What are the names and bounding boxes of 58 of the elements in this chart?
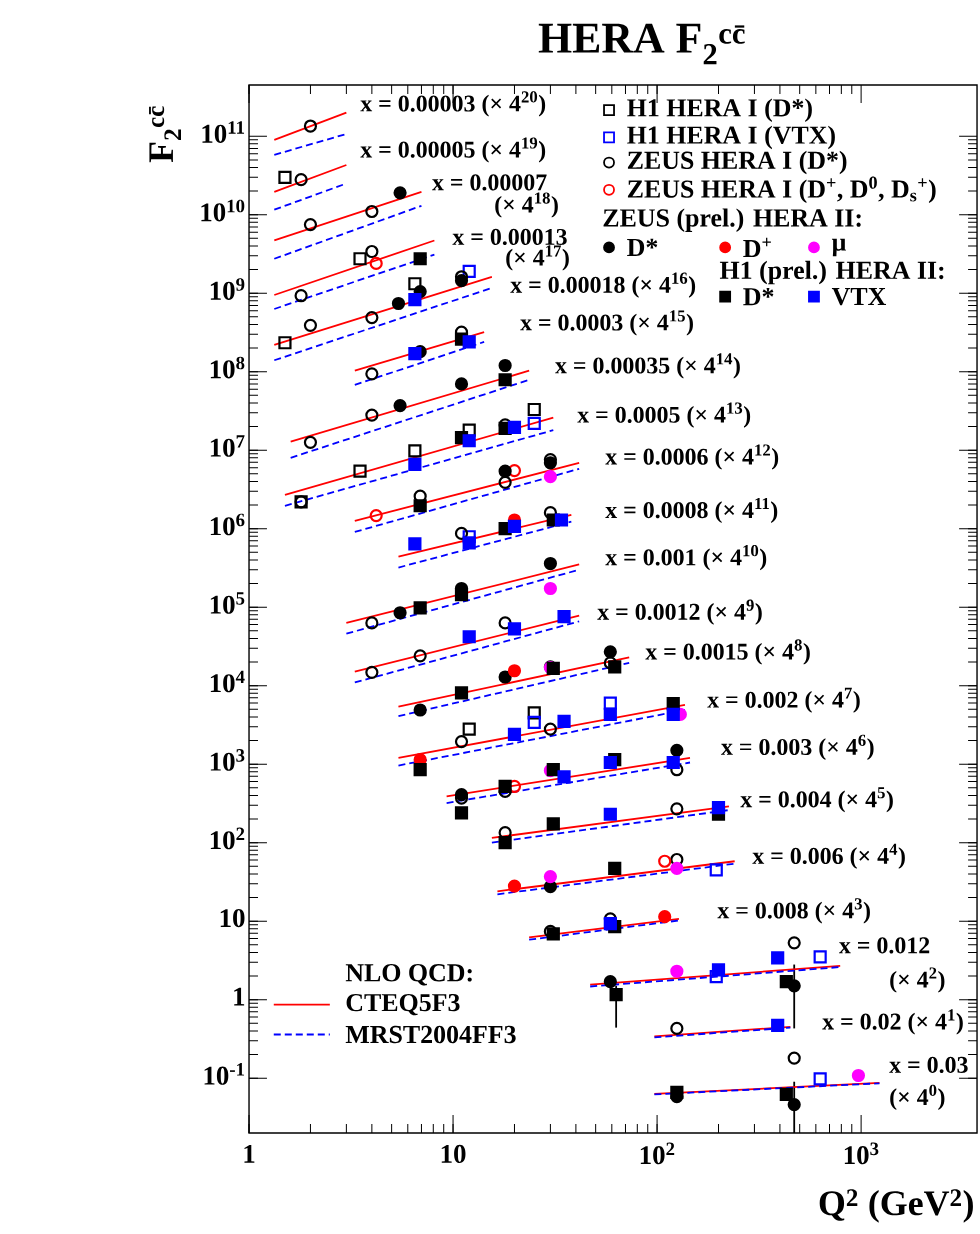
legend-label: D$^{+}$ (743, 237, 771, 258)
legend-label: μ (831, 238, 846, 257)
annotation: x = 0.00007 (432, 174, 547, 191)
y-axis-title: F$_{2}$cc̄ (149, 106, 181, 163)
annotation: x = 0.00018 (× 4$^{16}$) (510, 272, 696, 298)
legend-label: D* (627, 238, 658, 256)
legend-label: MRST2004FF3 (345, 1025, 516, 1044)
legend-label: H1 HERA I (D*) (627, 98, 812, 122)
x-tick-label: 10 (441, 1144, 466, 1164)
annotation: x = 0.0003 (× 4$^{15}$) (520, 310, 693, 336)
x-tick-label: 10$^{3}$ (844, 1142, 879, 1165)
annotation: x = 0.00005 (× 4$^{19}$) (360, 137, 546, 163)
y-tick-label: 10$^{4}$ (210, 670, 245, 693)
annotation: x = 0.0012 (× 4$^{9}$) (597, 599, 762, 625)
y-tick-label: 10$^{10}$ (201, 199, 245, 222)
annotation: (× 4$^{17}$) (506, 245, 569, 271)
y-tick-label: 10$^{7}$ (210, 435, 245, 457)
annotation: x = 0.00013 (452, 228, 567, 246)
annotation: x = 0.003 (× 4$^{6}$) (721, 734, 874, 760)
legend-label: CTEQ5F3 (346, 993, 460, 1016)
annotation: x = 0.012 (839, 937, 930, 954)
annotation: x = 0.0006 (× 4$^{12}$) (605, 444, 779, 470)
y-tick-label: 1 (234, 987, 245, 1006)
y-tick-label: 10$^{6}$ (210, 513, 245, 536)
annotation: (× 4$^{0}$) (890, 1084, 945, 1110)
annotation: (× 4$^{18}$) (495, 192, 558, 218)
annotation: ZEUS (prel.) HERA II: (603, 208, 861, 232)
y-tick-label: 10$^{11}$ (202, 121, 245, 143)
annotation: x = 0.004 (× 4$^{5}$) (740, 787, 893, 813)
annotation: x = 0.0015 (× 4$^{8}$) (645, 639, 810, 665)
annotation: x = 0.02 (× 4$^{1}$) (822, 1009, 963, 1035)
annotation: x = 0.00003 (× 4$^{20}$) (360, 91, 546, 117)
annotation: x = 0.0008 (× 4$^{11}$) (605, 497, 778, 524)
y-tick-label: 10$^{-1}$ (204, 1063, 245, 1085)
chart-title: HERA F$_{2}$cc̄ (538, 23, 745, 65)
y-tick-label: 10$^{3}$ (210, 749, 245, 771)
legend-label: D* (743, 288, 774, 306)
y-tick-label: 10$^{8}$ (210, 356, 245, 379)
legend-title: NLO QCD: (345, 964, 472, 986)
annotation: x = 0.006 (× 4$^{4}$) (752, 843, 905, 869)
legend-label: VTX (831, 287, 887, 306)
annotation: x = 0.008 (× 4$^{3}$) (717, 898, 870, 924)
x-axis-title: Q$^{2}$ (GeV$^{2}$) (819, 1189, 973, 1223)
legend-label: H1 HERA I (VTX) (627, 125, 835, 150)
annotation: x = 0.002 (× 4$^{7}$) (707, 687, 860, 713)
annotation: x = 0.03 (889, 1056, 968, 1073)
annotation: x = 0.0005 (× 4$^{13}$) (577, 402, 751, 428)
annotation: H1 (prel.) HERA II: (719, 260, 944, 285)
y-tick-label: 10$^{9}$ (210, 278, 245, 300)
y-tick-label: 10$^{2}$ (210, 827, 245, 850)
annotation: x = 0.00035 (× 4$^{14}$) (555, 353, 740, 379)
y-tick-label: 10$^{5}$ (210, 592, 245, 614)
y-tick-label: 10 (220, 909, 245, 928)
x-tick-label: 10$^{2}$ (640, 1142, 675, 1165)
annotation: (× 4$^{2}$) (890, 967, 945, 993)
legend-label: ZEUS HERA I (D$^{+}$, D$^{0}$, D$_{s}$$^{+}$) (627, 176, 936, 204)
annotation: x = 0.001 (× 4$^{10}$) (605, 545, 767, 571)
legend-label: ZEUS HERA I (D*) (627, 150, 847, 175)
